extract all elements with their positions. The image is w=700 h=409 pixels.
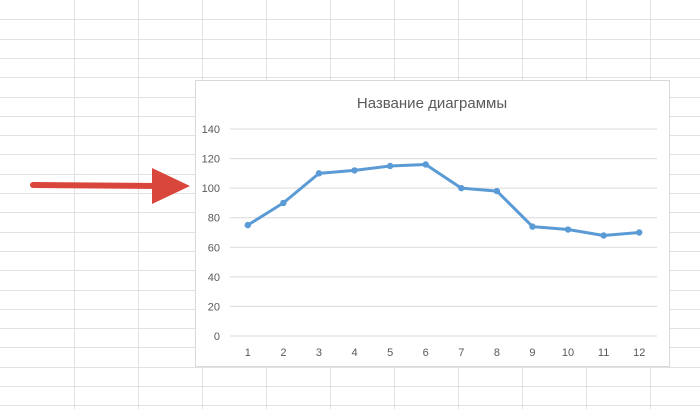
x-tick-label: 12: [633, 347, 645, 359]
chart-title: Название диаграммы: [357, 95, 507, 112]
data-point[interactable]: [458, 184, 465, 192]
y-tick-label: 40: [208, 272, 220, 284]
data-point[interactable]: [244, 221, 251, 229]
y-tick-label: 140: [202, 124, 220, 136]
y-tick-label: 20: [208, 301, 220, 313]
y-tick-label: 100: [202, 183, 220, 195]
y-tick-label: 80: [208, 213, 220, 225]
series-1[interactable]: [244, 161, 643, 239]
x-tick-label: 6: [423, 347, 429, 359]
x-tick-label: 1: [245, 347, 251, 359]
data-point[interactable]: [600, 232, 607, 239]
data-point[interactable]: [564, 226, 572, 233]
data-point[interactable]: [422, 161, 429, 168]
x-tick-label: 3: [316, 347, 322, 359]
y-tick-label: 0: [214, 331, 220, 343]
x-tick-label: 8: [494, 347, 500, 359]
data-point[interactable]: [351, 167, 358, 174]
data-point[interactable]: [529, 223, 536, 230]
y-tick-label: 120: [202, 154, 220, 166]
chart-area[interactable]: [195, 80, 670, 367]
x-tick-label: 5: [387, 347, 393, 359]
x-axis-tick-labels: 1 2 3 4 5 6 7 8 9 10 11 12: [245, 347, 646, 359]
series-line[interactable]: [246, 163, 641, 237]
x-tick-label: 4: [351, 347, 357, 359]
y-tick-label: 60: [208, 242, 220, 254]
data-point[interactable]: [280, 199, 287, 207]
x-tick-label: 2: [280, 347, 286, 359]
x-tick-label: 9: [529, 347, 535, 359]
data-point[interactable]: [636, 229, 643, 236]
chart-gridlines: [230, 128, 657, 337]
y-axis-tick-labels: 0 20 40 60 80 100 120 140: [202, 124, 220, 343]
data-point[interactable]: [493, 187, 501, 195]
x-tick-label: 10: [562, 347, 574, 359]
x-tick-label: 11: [598, 347, 609, 359]
x-tick-label: 7: [458, 347, 464, 359]
data-point[interactable]: [386, 162, 394, 170]
data-point[interactable]: [315, 170, 323, 177]
